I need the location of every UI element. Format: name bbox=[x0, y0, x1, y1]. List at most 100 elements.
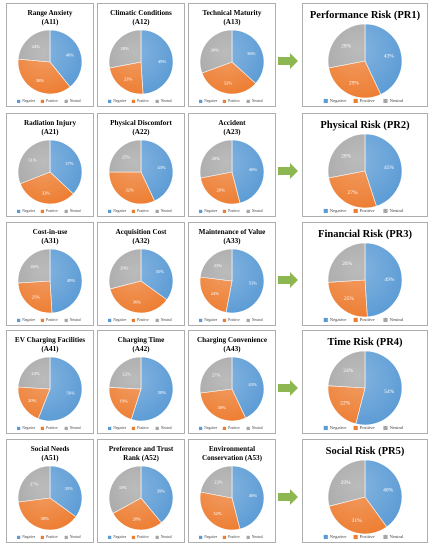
legend-swatch-neutral bbox=[155, 318, 159, 323]
legend-label-positive: Positive bbox=[360, 98, 375, 103]
pie-highlight bbox=[18, 140, 82, 204]
legend-label-positive: Positive bbox=[46, 318, 58, 322]
legend-swatch-neutral bbox=[383, 317, 388, 323]
legend-swatch-neutral bbox=[155, 99, 159, 104]
legend-swatch-neutral bbox=[155, 209, 159, 214]
legend-swatch-positive bbox=[40, 535, 45, 540]
legend-label-negative: Negative bbox=[330, 208, 347, 213]
legend-swatch-neutral bbox=[64, 535, 68, 540]
legend-label-neutral: Neutral bbox=[161, 99, 172, 103]
legend-label-neutral: Neutral bbox=[70, 318, 81, 322]
legend-label-neutral: Neutral bbox=[70, 535, 81, 539]
legend-swatch-positive bbox=[131, 426, 136, 431]
chart-title: Physical Risk (PR2) bbox=[320, 120, 410, 131]
legend-swatch-neutral bbox=[383, 208, 388, 214]
legend-swatch-negative bbox=[108, 535, 112, 540]
pie-highlight bbox=[328, 243, 402, 317]
legend-label-neutral: Neutral bbox=[390, 208, 404, 213]
legend-label-negative: Negative bbox=[22, 426, 35, 430]
pie-highlight bbox=[200, 249, 264, 313]
legend-label-negative: Negative bbox=[330, 98, 347, 103]
chart-subtitle: (A33) bbox=[223, 237, 241, 245]
chart-title: Environmental bbox=[209, 445, 255, 453]
legend-swatch-neutral bbox=[246, 209, 250, 214]
pie-highlight bbox=[328, 24, 402, 98]
legend-swatch-positive bbox=[40, 318, 45, 323]
factor-pie-panel: Physical Discomfort(A22)43%32%25%Negativ… bbox=[97, 113, 185, 217]
legend-swatch-neutral bbox=[383, 425, 388, 431]
legend-swatch-neutral bbox=[246, 318, 250, 323]
factor-pie-panel: Accident(A23)46%26%28%NegativePositiveNe… bbox=[188, 113, 276, 217]
chart-title: Maintenance of Value bbox=[199, 228, 266, 236]
legend-swatch-positive bbox=[131, 99, 136, 104]
legend-swatch-neutral bbox=[64, 209, 68, 214]
legend-label-positive: Positive bbox=[360, 425, 375, 430]
legend-swatch-neutral bbox=[246, 99, 250, 104]
right-arrow-icon bbox=[278, 163, 298, 179]
right-arrow-icon bbox=[278, 380, 298, 396]
factor-pie-panel: Maintenance of Value(A33)53%24%23%Negati… bbox=[188, 222, 276, 326]
legend-swatch-negative bbox=[323, 317, 328, 323]
legend-swatch-positive bbox=[222, 209, 227, 214]
legend-swatch-neutral bbox=[383, 98, 388, 104]
legend-swatch-neutral bbox=[64, 426, 68, 431]
pie-highlight bbox=[109, 249, 173, 313]
factor-pie-panel: Social Needs(A51)35%38%27%NegativePositi… bbox=[6, 439, 94, 543]
chart-title: Preference and Trust bbox=[109, 445, 174, 453]
summary-pie-panel: Financial Risk (PR3)49%25%26%NegativePos… bbox=[302, 222, 428, 326]
legend-swatch-positive bbox=[222, 535, 227, 540]
legend-label-negative: Negative bbox=[204, 99, 217, 103]
chart-subtitle: Rank (A52) bbox=[123, 454, 159, 462]
chart-title: Cost-in-use bbox=[33, 228, 68, 236]
legend-swatch-positive bbox=[353, 534, 358, 540]
pie-highlight bbox=[18, 466, 82, 530]
legend-swatch-negative bbox=[199, 99, 203, 104]
pie-highlight bbox=[200, 140, 264, 204]
legend-label-positive: Positive bbox=[137, 535, 149, 539]
legend-swatch-positive bbox=[222, 426, 227, 431]
factor-pie-panel: EV Charging Facilities(A41)56%20%24%Nega… bbox=[6, 330, 94, 434]
legend-label-positive: Positive bbox=[360, 208, 375, 213]
chart-subtitle: (A31) bbox=[41, 237, 59, 245]
chart-title: Climatic Conditions bbox=[110, 9, 172, 17]
legend-label-positive: Positive bbox=[228, 318, 240, 322]
pie-highlight bbox=[200, 357, 264, 421]
factor-pie-panel: Charging Time(A42)50%19%22%NegativePosit… bbox=[97, 330, 185, 434]
legend-label-positive: Positive bbox=[228, 535, 240, 539]
legend-label-neutral: Neutral bbox=[70, 99, 81, 103]
legend-swatch-negative bbox=[323, 534, 328, 540]
chart-subtitle: (A13) bbox=[223, 18, 241, 26]
legend-swatch-neutral bbox=[155, 426, 159, 431]
chart-subtitle: Conservation (A53) bbox=[202, 454, 263, 462]
summary-pie-panel: Social Risk (PR5)40%31%29%NegativePositi… bbox=[302, 439, 428, 543]
summary-pie-panel: Performance Risk (PR1)43%29%28%NegativeP… bbox=[302, 3, 428, 107]
factor-pie-panel: Charging Convenience(A43)43%30%27%Negati… bbox=[188, 330, 276, 434]
legend-swatch-negative bbox=[199, 209, 203, 214]
legend-label-negative: Negative bbox=[22, 99, 35, 103]
legend-label-neutral: Neutral bbox=[161, 318, 172, 322]
pie-highlight bbox=[328, 134, 402, 208]
legend-swatch-negative bbox=[199, 426, 203, 431]
factor-pie-panel: Cost-in-use(A31)49%25%26%NegativePositiv… bbox=[6, 222, 94, 326]
pie-highlight bbox=[109, 30, 173, 94]
chart-title: Technical Maturity bbox=[202, 9, 261, 17]
chart-title: Acquisition Cost bbox=[116, 228, 168, 236]
legend-label-negative: Negative bbox=[22, 209, 35, 213]
pie-highlight bbox=[328, 460, 402, 534]
legend-label-positive: Positive bbox=[46, 99, 58, 103]
legend-swatch-positive bbox=[222, 99, 227, 104]
legend-swatch-positive bbox=[353, 98, 358, 104]
legend-label-negative: Negative bbox=[113, 535, 126, 539]
legend-swatch-negative bbox=[17, 426, 21, 431]
factor-pie-panel: Acquisition Cost(A32)35%36%29%NegativePo… bbox=[97, 222, 185, 326]
legend-label-negative: Negative bbox=[330, 534, 347, 539]
legend-swatch-negative bbox=[17, 209, 21, 214]
legend-swatch-neutral bbox=[246, 535, 250, 540]
chart-title: Accident bbox=[218, 119, 246, 127]
legend-label-negative: Negative bbox=[22, 318, 35, 322]
summary-pie-panel: Time Risk (PR4)54%22%24%NegativePositive… bbox=[302, 330, 428, 434]
chart-subtitle: (A22) bbox=[132, 128, 150, 136]
